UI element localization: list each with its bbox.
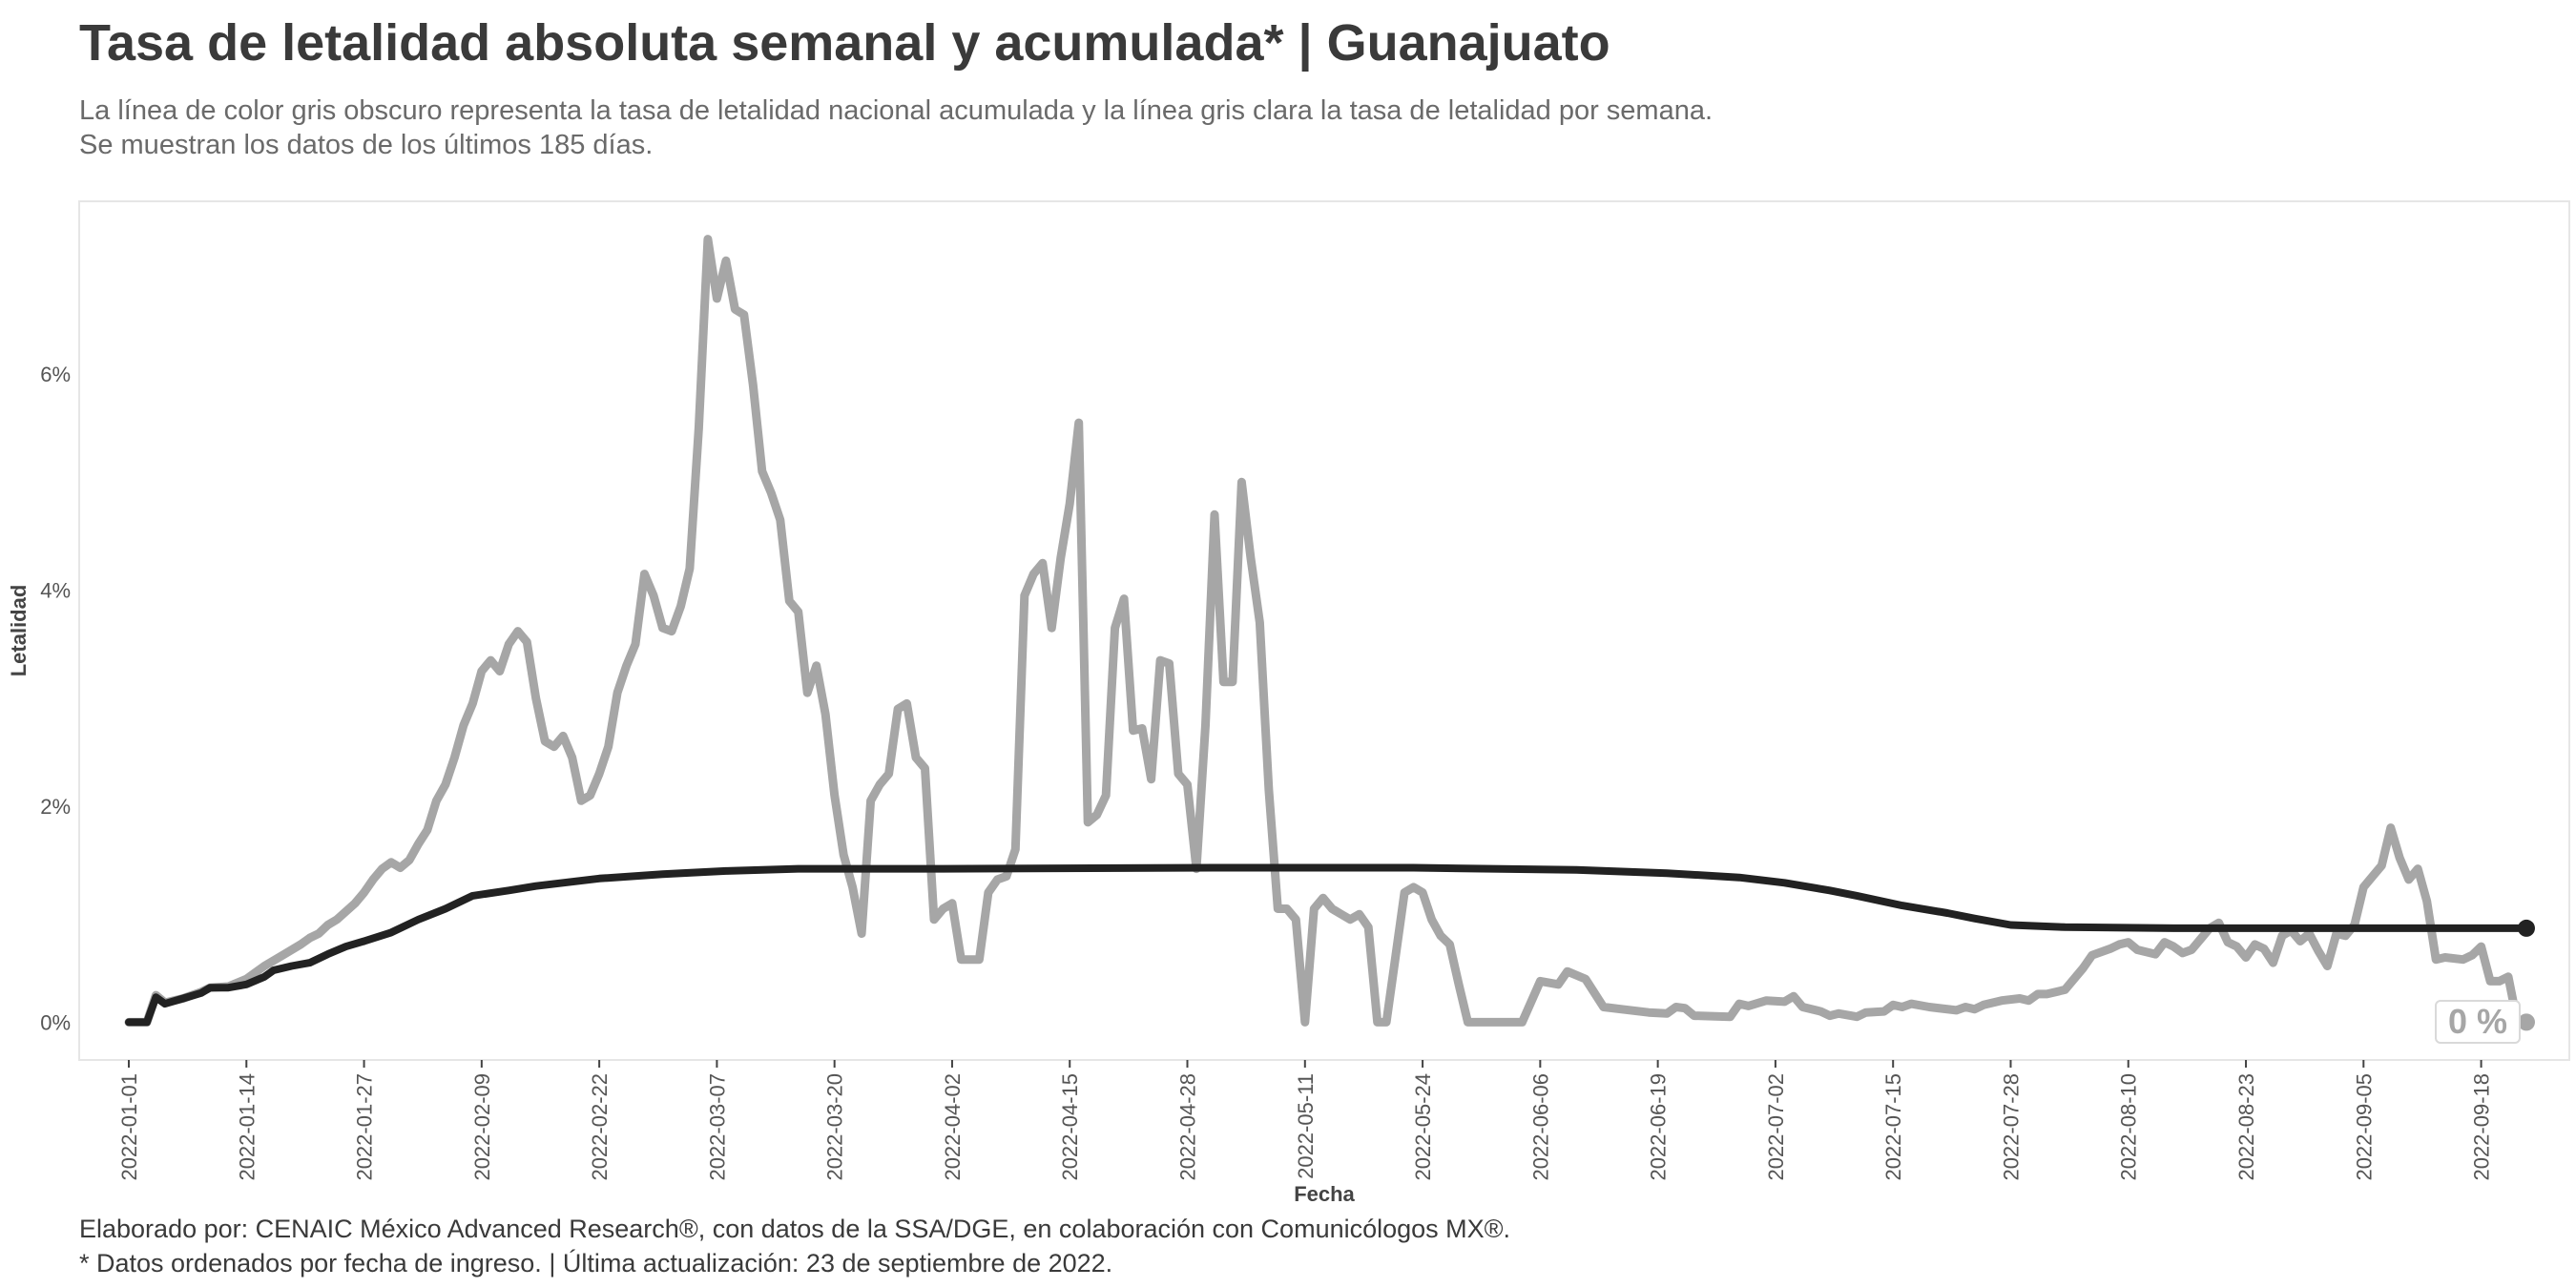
y-tick-label: 6%: [40, 363, 71, 386]
x-tick-label: 2022-04-15: [1058, 1073, 1082, 1181]
chart-subtitle: La línea de color gris obscuro represent…: [79, 93, 1713, 162]
x-tick-label: 2022-05-24: [1411, 1073, 1435, 1181]
x-tick-label: 2022-04-02: [941, 1073, 965, 1181]
caption-line-2: * Datos ordenados por fecha de ingreso. …: [79, 1249, 1113, 1278]
x-tick-label: 2022-03-20: [823, 1073, 847, 1181]
chart-title: Tasa de letalidad absoluta semanal y acu…: [79, 14, 1610, 72]
x-tick-label: 2022-09-05: [2352, 1073, 2376, 1181]
x-tick-label: 2022-07-15: [1881, 1073, 1905, 1181]
y-tick-label: 0%: [40, 1010, 71, 1034]
y-axis: 0% 2% 4% 6%: [40, 363, 71, 1034]
x-tick-label: 2022-07-28: [1999, 1073, 2023, 1181]
x-tick-label: 2022-01-14: [235, 1073, 259, 1181]
x-tick-label: 2022-01-27: [353, 1073, 377, 1181]
caption-line-1: Elaborado por: CENAIC México Advanced Re…: [79, 1215, 1511, 1243]
x-tick-label: 2022-07-02: [1764, 1073, 1788, 1181]
end-value-label-text: 0 %: [2448, 1002, 2507, 1041]
y-tick-label: 4%: [40, 579, 71, 603]
x-tick-label: 2022-08-23: [2234, 1073, 2258, 1181]
weekly-rate-end-point: [2518, 1013, 2535, 1031]
series-layer: [124, 235, 2535, 1031]
end-value-label-box: [2435, 1000, 2521, 1044]
plot-panel: [78, 200, 2570, 1061]
weekly-rate-line: [124, 235, 2531, 1027]
x-tick-label: 2022-02-22: [588, 1073, 612, 1181]
x-tick-label: 2022-03-07: [705, 1073, 729, 1181]
y-tick-label: 2%: [40, 795, 71, 819]
x-axis-title: Fecha: [1294, 1182, 1355, 1206]
x-axis: 2022-01-01 2022-01-14 2022-01-27 2022-02-09…: [117, 1060, 2494, 1181]
x-tick-label: 2022-09-18: [2470, 1073, 2494, 1181]
cumulative-rate-line: [125, 863, 2530, 1027]
subtitle-line-2: Se muestran los datos de los últimos 185…: [79, 130, 654, 160]
x-tick-label: 2022-06-06: [1528, 1073, 1552, 1181]
y-axis-title: Letalidad: [7, 585, 31, 677]
x-tick-label: 2022-02-09: [470, 1073, 494, 1181]
x-tick-label: 2022-05-11: [1294, 1073, 1318, 1179]
x-tick-label: 2022-01-01: [117, 1073, 141, 1181]
chart-caption: Elaborado por: CENAIC México Advanced Re…: [79, 1212, 1510, 1280]
cumulative-rate-end-point: [2518, 919, 2535, 937]
x-tick-label: 2022-06-19: [1647, 1073, 1671, 1181]
x-tick-label: 2022-04-28: [1176, 1073, 1200, 1181]
end-value-label: 0 %: [2435, 1000, 2521, 1044]
x-tick-label: 2022-08-10: [2117, 1073, 2141, 1181]
subtitle-line-1: La línea de color gris obscuro represent…: [79, 95, 1714, 126]
